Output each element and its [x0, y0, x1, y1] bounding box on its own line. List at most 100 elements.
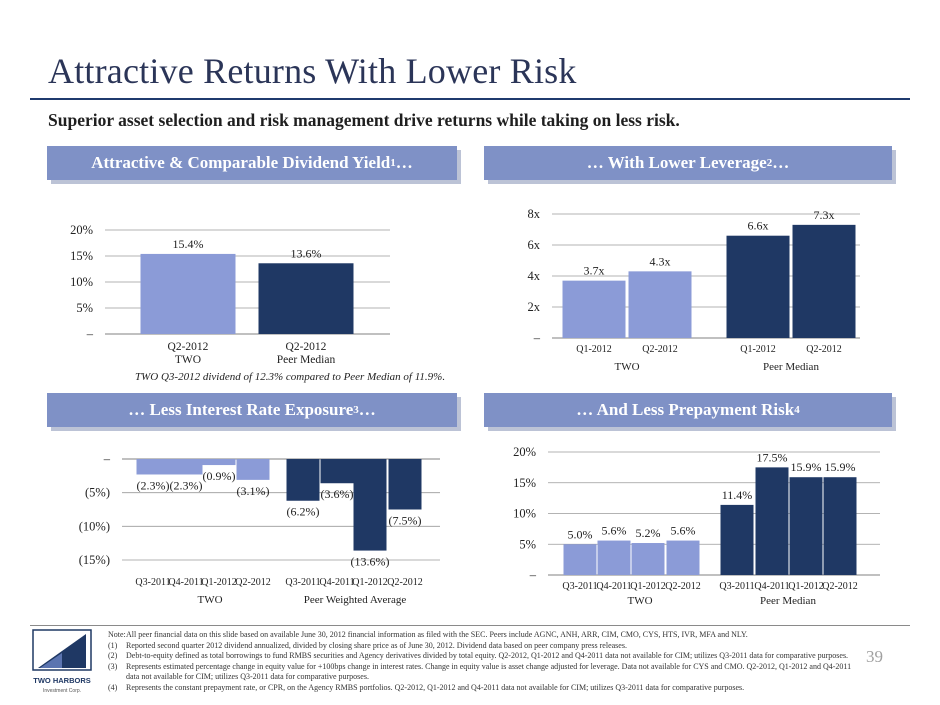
dividend-note: TWO Q3-2012 dividend of 12.3% compared t… — [135, 371, 446, 383]
prepayment-chart: –5%10%15%20%5.0% 5.6% 5.2% 5.6%11.4%17.5%15… — [513, 445, 880, 607]
category-label: Q2-2012 — [806, 344, 842, 355]
y-tick-label: 15% — [70, 249, 93, 263]
prepayment-banner: … And Less Prepayment Risk 4 — [484, 393, 892, 427]
footnote-item: Note: All peer financial data on this sli… — [108, 630, 858, 641]
bar — [789, 477, 823, 575]
banner-title: … And Less Prepayment Risk — [576, 400, 795, 419]
data-label: 5.2% — [636, 526, 661, 540]
data-label: 3.7x — [584, 264, 605, 278]
bar — [631, 543, 665, 575]
title-divider — [30, 98, 910, 100]
data-label: (0.9%) — [203, 469, 236, 483]
group-label: Peer Median — [763, 361, 819, 373]
bar — [286, 459, 320, 501]
data-label: 13.6% — [291, 246, 322, 260]
category-label: Q1-2012 — [788, 581, 824, 592]
category-label: TWO — [175, 354, 201, 366]
bar — [169, 459, 203, 475]
y-tick-label: – — [103, 452, 111, 466]
category-label: Q2-2012 — [235, 577, 271, 588]
footnote-text: Debt-to-equity defined as total borrowin… — [126, 651, 849, 660]
bar — [562, 280, 626, 338]
banner-suffix: … — [772, 153, 790, 172]
bar — [140, 253, 236, 334]
category-label: Q3-2011 — [562, 581, 597, 592]
data-label: 6.6x — [748, 219, 769, 233]
footnote-number: (2) — [108, 651, 118, 660]
category-label: Peer Median — [277, 354, 336, 366]
group-label: TWO — [627, 595, 652, 607]
footnote-number: Note: — [108, 630, 126, 639]
data-label: 5.6% — [671, 524, 696, 538]
data-label: 7.3x — [814, 208, 835, 222]
footnote-text: Represents the constant prepayment rate,… — [126, 682, 745, 692]
banner-title: … Less Interest Rate Exposure — [128, 400, 354, 419]
bar — [563, 544, 597, 575]
bar — [628, 271, 692, 338]
category-label: Q3-2011 — [719, 581, 754, 592]
category-label: Q3-2011 — [285, 577, 320, 588]
data-label: 11.4% — [722, 488, 753, 502]
bar — [597, 540, 631, 575]
y-tick-label: 20% — [70, 223, 93, 237]
y-tick-label: (5%) — [85, 486, 110, 500]
category-label: Q1-2012 — [201, 577, 237, 588]
bar — [755, 467, 789, 575]
footnote-item: (4) Represents the constant prepayment ra… — [108, 683, 858, 694]
bar — [236, 459, 270, 480]
data-label: (3.1%) — [237, 484, 270, 498]
footnote-text: Reported second quarter 2012 dividend an… — [126, 640, 627, 650]
y-tick-label: 6x — [528, 238, 541, 252]
y-tick-label: 5% — [76, 301, 93, 315]
data-label: (3.6%) — [321, 487, 354, 501]
data-label: 5.0% — [568, 527, 593, 541]
data-label: 15.9% — [791, 460, 822, 474]
group-label: Peer Median — [760, 595, 816, 607]
bar — [823, 477, 857, 575]
category-label: Q4-2011 — [319, 577, 354, 588]
data-label: (2.3%) — [170, 478, 203, 492]
group-label: TWO — [197, 594, 222, 606]
y-tick-label: (10%) — [79, 519, 110, 533]
bar — [320, 459, 354, 484]
y-tick-label: 2x — [528, 300, 541, 314]
category-label: Q1-2012 — [630, 581, 666, 592]
bar — [258, 263, 354, 334]
bar — [353, 459, 387, 551]
y-tick-label: 5% — [519, 537, 536, 551]
banner-suffix: … — [358, 400, 376, 419]
data-label: 5.6% — [602, 524, 627, 538]
two-harbors-logo: TWO HARBORS Investment Corp. — [32, 629, 92, 694]
y-tick-label: 8x — [528, 207, 541, 221]
category-label: Q2-2012 — [665, 581, 701, 592]
group-label: Peer Weighted Average — [304, 594, 407, 606]
dividend-yield-chart: –5%10%15%20%15.4%13.6%Q2-2012TWOQ2-2012P… — [70, 223, 390, 366]
bar — [720, 504, 754, 575]
y-tick-label: 4x — [528, 269, 541, 283]
y-tick-label: (15%) — [79, 553, 110, 567]
y-tick-label: 10% — [513, 507, 536, 521]
footnote-number: (1) — [108, 640, 118, 650]
data-label: (2.3%) — [137, 478, 170, 492]
category-label: Q2-2012 — [286, 341, 327, 353]
leverage-chart: – 2x 4x 6x 8x 3.7x 4.3x 6.6x 7.3x Q1-2012 Q2-2012 Q… — [528, 207, 860, 373]
banner-suffix: … — [395, 153, 413, 172]
bar — [666, 540, 700, 575]
data-label: (6.2%) — [287, 505, 320, 519]
banner-title: … With Lower Leverage — [586, 153, 767, 172]
y-tick-label: 15% — [513, 476, 536, 490]
svg-text:Investment Corp.: Investment Corp. — [43, 688, 81, 694]
bar — [792, 224, 856, 338]
category-label: Q2-2012 — [168, 341, 209, 353]
category-label: Q2-2012 — [822, 581, 858, 592]
page-title: Attractive Returns With Lower Risk — [48, 51, 577, 91]
category-label: Q4-2011 — [168, 577, 203, 588]
category-label: Q4-2011 — [754, 581, 789, 592]
data-label: 15.9% — [825, 460, 856, 474]
rate-exposure-banner: … Less Interest Rate Exposure 3… — [47, 393, 457, 427]
category-label: Q2-2012 — [642, 344, 678, 355]
bar — [388, 459, 422, 510]
data-label: 15.4% — [173, 237, 204, 251]
footnote-text: All peer financial data on this slide ba… — [126, 630, 748, 639]
category-label: Q1-2012 — [576, 344, 612, 355]
